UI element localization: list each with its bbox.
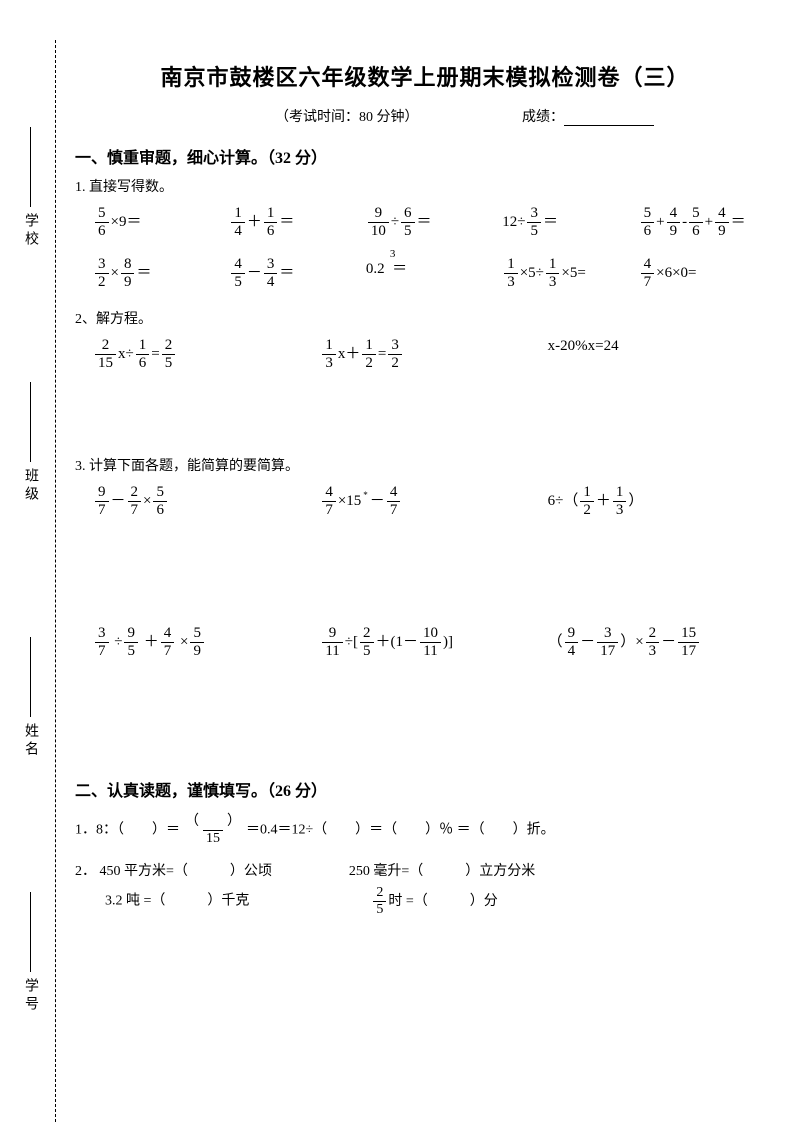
expr: x-20%x=24 bbox=[548, 338, 775, 355]
s2-q2-line2: 3.2 吨 =（ ）千克 25时 =（ ）分 bbox=[105, 886, 775, 917]
blank-line bbox=[30, 127, 31, 207]
cut-line bbox=[55, 40, 56, 1122]
expr: 56×9＝ bbox=[93, 206, 229, 239]
expr: 97－27×56 bbox=[93, 485, 320, 518]
expr: 0.23 ＝ bbox=[366, 257, 502, 278]
exam-title: 南京市鼓楼区六年级数学上册期末模拟检测卷（三） bbox=[75, 60, 775, 92]
s2-q2: 2． 450 平方米=（ ）公顷 250 毫升=（ ）立方分米 bbox=[75, 860, 775, 880]
label-class: 班级 bbox=[20, 468, 40, 504]
calc-row-5: 37 ÷95 ＋47 ×59 911÷[25＋(1－1011)] （94－317… bbox=[93, 626, 775, 659]
score-label: 成绩： bbox=[522, 106, 654, 126]
expr: 13×5÷13×5= bbox=[502, 257, 638, 290]
expr: 37 ÷95 ＋47 ×59 bbox=[93, 626, 320, 659]
expr: （94－317）×23－1517 bbox=[548, 626, 775, 659]
dot-icon: * bbox=[363, 490, 368, 500]
section-2-heading: 二、认真读题，谨慎填写。（26 分） bbox=[75, 777, 775, 801]
q2-label: 2、解方程。 bbox=[75, 308, 775, 328]
blank-line bbox=[30, 637, 31, 717]
label-school: 学校 bbox=[20, 213, 40, 249]
s2-q2a: 2． 450 平方米=（ ）公顷 bbox=[75, 864, 272, 879]
expr: 13x＋12=32 bbox=[320, 338, 547, 371]
blank-line bbox=[30, 892, 31, 972]
expr: 6÷（12＋13） bbox=[548, 485, 775, 518]
expr: 32×89＝ bbox=[93, 257, 229, 290]
s2-q2d: 25时 =（ ）分 bbox=[371, 894, 497, 909]
exam-time: （考试时间：80 分钟） bbox=[275, 106, 419, 126]
exam-subhead: （考试时间：80 分钟） 成绩： bbox=[75, 106, 775, 126]
section-1-heading: 一、慎重审题，细心计算。（32 分） bbox=[75, 144, 775, 168]
expr: 47×15*－47 bbox=[320, 485, 547, 518]
student-info-sidebar: 学号 姓名 班级 学校 bbox=[10, 60, 50, 1080]
calc-row-4: 97－27×56 47×15*－47 6÷（12＋13） bbox=[93, 485, 775, 518]
expr: 45－34＝ bbox=[229, 257, 365, 290]
expr: 910÷65＝ bbox=[366, 206, 502, 239]
s2-q2b: 250 毫升=（ ）立方分米 bbox=[349, 864, 535, 879]
calc-row-2: 32×89＝ 45－34＝ 0.23 ＝ 13×5÷13×5= 47×6×0= bbox=[93, 257, 775, 290]
expr: 14＋16＝ bbox=[229, 206, 365, 239]
expr: 911÷[25＋(1－1011)] bbox=[320, 626, 547, 659]
expr: 47×6×0= bbox=[639, 257, 775, 290]
q1-label: 1. 直接写得数。 bbox=[75, 176, 775, 196]
s2-q1: 1．8：（ ）＝（ ）15＝0.4＝12÷（ ）＝（ ）％ ＝（ ）折。 bbox=[75, 815, 775, 846]
s2-q2c: 3.2 吨 =（ ）千克 bbox=[105, 894, 249, 909]
equation-row: 215x÷16=25 13x＋12=32 x-20%x=24 bbox=[93, 338, 775, 371]
expr: 56+49-56+49＝ bbox=[639, 206, 775, 239]
expr: 215x÷16=25 bbox=[93, 338, 320, 371]
calc-row-1: 56×9＝ 14＋16＝ 910÷65＝ 12÷35＝ 56+49-56+49＝ bbox=[93, 206, 775, 239]
label-name: 姓名 bbox=[20, 723, 40, 759]
blank-line bbox=[30, 382, 31, 462]
q3-label: 3. 计算下面各题，能简算的要简算。 bbox=[75, 455, 775, 475]
label-num: 学号 bbox=[20, 978, 40, 1014]
page-content: 南京市鼓楼区六年级数学上册期末模拟检测卷（三） （考试时间：80 分钟） 成绩：… bbox=[75, 50, 775, 923]
expr: 12÷35＝ bbox=[502, 206, 638, 239]
